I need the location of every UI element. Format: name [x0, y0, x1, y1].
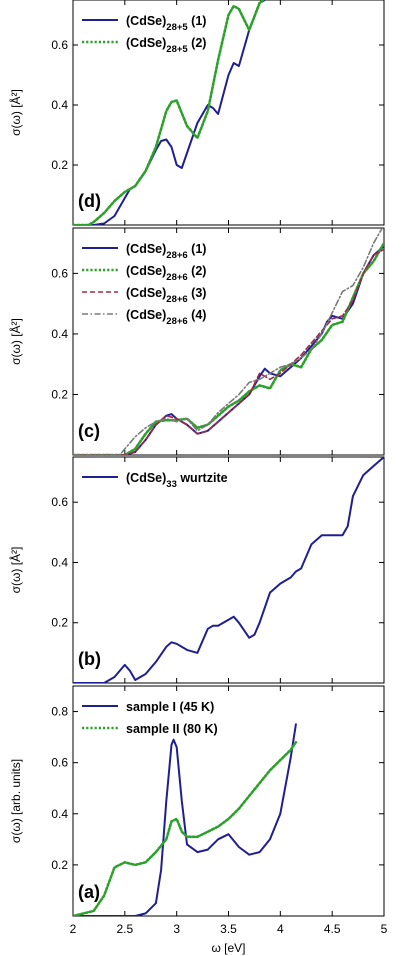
- series-line-2: [73, 0, 266, 225]
- series-line-2: [73, 740, 298, 916]
- y-tick-label: 0.4: [51, 327, 68, 341]
- panel-label: (b): [78, 649, 101, 669]
- y-axis-label: σ(ω) [Å²]: [8, 89, 23, 136]
- x-tick-label: 5: [381, 922, 388, 936]
- panel-frame: [72, 0, 385, 226]
- series-line-2: [73, 241, 384, 455]
- legend-entry: (CdSe)28+6 (2): [126, 264, 206, 283]
- x-axis-label: ω [eV]: [211, 941, 245, 955]
- panel-label: (c): [78, 421, 100, 441]
- y-tick-label: 0.6: [51, 266, 68, 280]
- y-tick-label: 0.6: [51, 38, 68, 52]
- series-line-4: [73, 228, 384, 455]
- y-axis-label: σ(ω) [Å²]: [8, 318, 23, 365]
- panel-frame: [72, 456, 385, 684]
- y-tick-label: 0.4: [51, 98, 68, 112]
- y-tick-label: 0.6: [51, 756, 68, 770]
- panel-frame: [72, 227, 385, 456]
- legend-entry: (CdSe)28+5 (1): [126, 14, 206, 33]
- panel-b: 0.2 0.4 0.6 σ(ω) [Å²] (CdSe)33 wurtzite (b): [8, 456, 385, 684]
- x-axis: 2 2.5 3 3.5 4 4.5 5 ω [eV]: [70, 922, 388, 955]
- y-axis-label: σ(ω) [arb. units]: [9, 759, 23, 843]
- series-line-1: [73, 0, 267, 225]
- panel-a: 0.2 0.4 0.6 0.8 σ(ω) [arb. units] sample I (4…: [9, 685, 385, 917]
- series-line-1: [73, 723, 297, 916]
- x-tick-label: 2.5: [116, 922, 133, 936]
- y-tick-label: 0.2: [51, 858, 68, 872]
- y-tick-label: 0.4: [51, 807, 68, 821]
- y-tick-label: 0.2: [51, 387, 68, 401]
- x-tick-label: 2: [70, 922, 77, 936]
- x-tick-label: 3.5: [220, 922, 237, 936]
- y-tick-label: 0.4: [51, 555, 68, 569]
- y-tick-label: 0.2: [51, 158, 68, 172]
- series-line-1: [73, 245, 384, 455]
- series-line-3: [73, 248, 384, 455]
- legend-entry: (CdSe)28+6 (1): [126, 242, 206, 261]
- x-tick-label: 4.5: [324, 922, 341, 936]
- panel-frame: [72, 685, 385, 917]
- y-axis-label: σ(ω) [Å²]: [8, 547, 23, 594]
- legend-entry: sample I (45 K): [126, 700, 214, 714]
- legend-entry: sample II (80 K): [126, 722, 218, 736]
- x-tick-label: 4: [277, 922, 284, 936]
- legend-entry: (CdSe)33 wurtzite: [126, 471, 228, 490]
- series-line-1: [73, 457, 384, 683]
- y-tick-label: 0.2: [51, 616, 68, 630]
- x-tick-label: 3: [173, 922, 180, 936]
- panel-d: 0.2 0.4 0.6 σ(ω) [Å²] (CdSe)28+5 (1) (CdSe)28…: [8, 0, 385, 226]
- y-tick-label: 0.8: [51, 705, 68, 719]
- panel-c: 0.2 0.4 0.6 σ(ω) [Å²] (CdSe)28+6 (1) (CdSe)28…: [8, 227, 385, 456]
- legend-entry: (CdSe)28+6 (4): [126, 308, 206, 327]
- legend-entry: (CdSe)28+5 (2): [126, 36, 206, 55]
- panel-label: (d): [78, 191, 101, 211]
- y-tick-label: 0.6: [51, 495, 68, 509]
- panel-label: (a): [78, 882, 100, 902]
- legend-entry: (CdSe)28+6 (3): [126, 286, 206, 305]
